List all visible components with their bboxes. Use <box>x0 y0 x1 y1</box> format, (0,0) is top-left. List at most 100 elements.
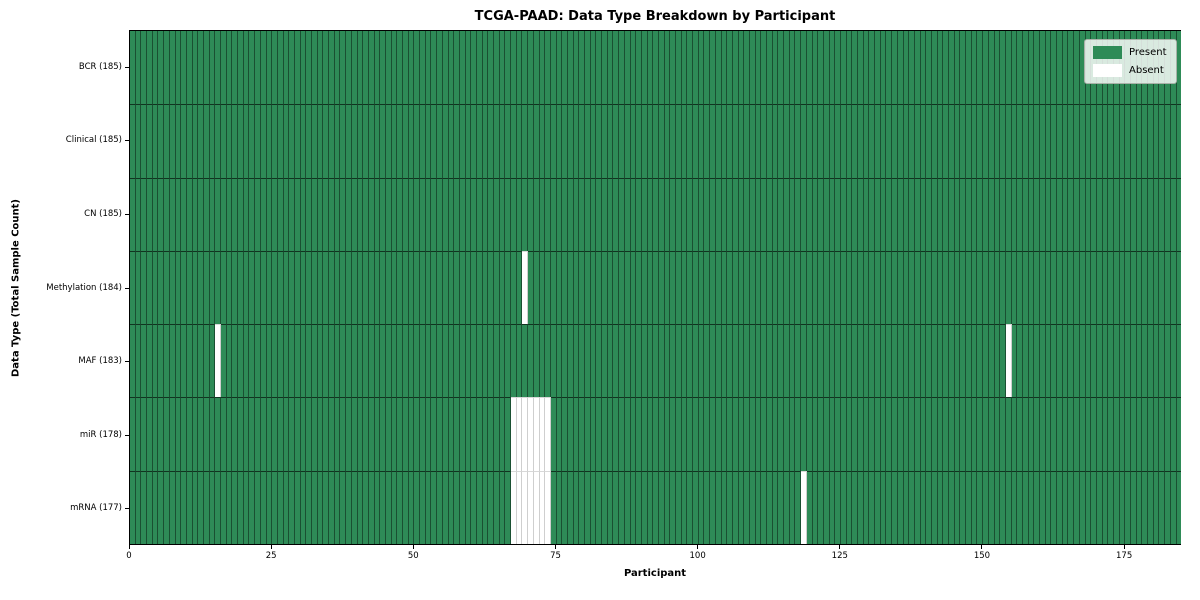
heatmap-cell <box>585 104 591 178</box>
heatmap-cell <box>192 31 199 105</box>
heatmap-cell <box>920 31 927 105</box>
heatmap-cell <box>391 104 398 178</box>
heatmap-cell <box>761 31 767 105</box>
heatmap-cell <box>903 250 910 325</box>
heatmap-cell <box>630 177 637 251</box>
heatmap-cell <box>1022 397 1029 471</box>
heatmap-cell <box>943 104 949 178</box>
heatmap-cell <box>482 31 489 105</box>
heatmap-cell <box>158 177 165 251</box>
heatmap-cell <box>238 324 244 398</box>
heatmap-cell <box>511 177 517 251</box>
heatmap-cell <box>590 397 597 471</box>
heatmap-cell <box>175 177 182 251</box>
heatmap-cell <box>676 31 682 105</box>
heatmap-cell <box>562 104 568 178</box>
heatmap-cell <box>852 31 858 105</box>
heatmap-cell <box>761 250 767 325</box>
heatmap-cell <box>789 397 796 471</box>
heatmap-cell <box>357 397 364 471</box>
heatmap-cell <box>914 324 921 398</box>
heatmap-cell <box>721 250 728 325</box>
heatmap-cell <box>442 397 449 471</box>
heatmap-cell <box>494 104 500 178</box>
heatmap-cell <box>567 397 574 471</box>
heatmap-cell <box>528 397 534 471</box>
heatmap-cell <box>209 470 216 544</box>
heatmap-cell <box>590 31 597 105</box>
heatmap-cell <box>1074 250 1080 325</box>
heatmap-cell <box>778 177 785 251</box>
heatmap-cell <box>243 177 250 251</box>
heatmap-cell <box>630 31 637 105</box>
y-tick-mark <box>124 140 129 142</box>
heatmap-cell <box>977 397 984 471</box>
heatmap-cell <box>317 177 324 251</box>
heatmap-cell <box>875 470 881 544</box>
heatmap-cell <box>801 104 807 178</box>
heatmap-cell <box>511 324 517 398</box>
heatmap-cell <box>658 324 665 398</box>
heatmap-cell <box>732 470 739 544</box>
heatmap-cell <box>181 470 187 544</box>
heatmap-cell <box>698 31 705 105</box>
heatmap-cell <box>306 324 312 398</box>
heatmap-cell <box>698 250 705 325</box>
heatmap-cell <box>778 397 785 471</box>
heatmap-cell <box>931 177 938 251</box>
heatmap-cell <box>1000 470 1006 544</box>
heatmap-cell <box>681 470 688 544</box>
heatmap-cell <box>414 324 421 398</box>
heatmap-cell <box>1119 470 1126 544</box>
heatmap-cell <box>863 470 870 544</box>
heatmap-cell <box>721 177 728 251</box>
heatmap-cell <box>789 250 796 325</box>
heatmap-cell <box>869 31 876 105</box>
heatmap-cell <box>1153 250 1160 325</box>
heatmap-cell <box>789 470 796 544</box>
heatmap-cell <box>192 397 199 471</box>
heatmap-cell <box>1057 104 1063 178</box>
heatmap-cell <box>926 250 932 325</box>
heatmap-cell <box>1131 177 1137 251</box>
heatmap-cell <box>1108 470 1114 544</box>
heatmap-cell <box>761 324 767 398</box>
heatmap-cell <box>243 324 250 398</box>
heatmap-cell <box>823 470 830 544</box>
heatmap-cell <box>630 104 637 178</box>
heatmap-cell <box>602 470 608 544</box>
heatmap-cell <box>1068 470 1075 544</box>
heatmap-cell <box>152 104 159 178</box>
heatmap-cell <box>966 397 972 471</box>
heatmap-cell <box>579 177 585 251</box>
heatmap-cell <box>875 31 881 105</box>
heatmap-cell <box>488 250 494 325</box>
heatmap-cell <box>710 397 716 471</box>
heatmap-cell <box>505 177 512 251</box>
heatmap-cell <box>351 397 358 471</box>
heatmap-cell <box>425 104 432 178</box>
heatmap-cell <box>641 397 648 471</box>
heatmap-cell <box>448 104 455 178</box>
heatmap-cell <box>1017 324 1023 398</box>
heatmap-cell <box>437 250 443 325</box>
heatmap-cell <box>909 324 915 398</box>
heatmap-cell <box>829 397 836 471</box>
heatmap-cell <box>363 104 369 178</box>
heatmap-cell <box>653 104 659 178</box>
heatmap-cell <box>823 250 830 325</box>
heatmap-cell <box>721 397 728 471</box>
heatmap-cell <box>971 104 978 178</box>
heatmap-cell <box>175 250 182 325</box>
heatmap-cell <box>1028 31 1035 105</box>
heatmap-cell <box>346 104 352 178</box>
heatmap-cell <box>1040 470 1046 544</box>
heatmap-cell <box>334 250 341 325</box>
heatmap-cell <box>852 470 858 544</box>
heatmap-cell <box>232 470 239 544</box>
heatmap-cell <box>755 104 762 178</box>
heatmap-cell <box>1108 104 1114 178</box>
heatmap-cell <box>755 397 762 471</box>
heatmap-cell <box>329 31 335 105</box>
heatmap-cell <box>283 397 290 471</box>
